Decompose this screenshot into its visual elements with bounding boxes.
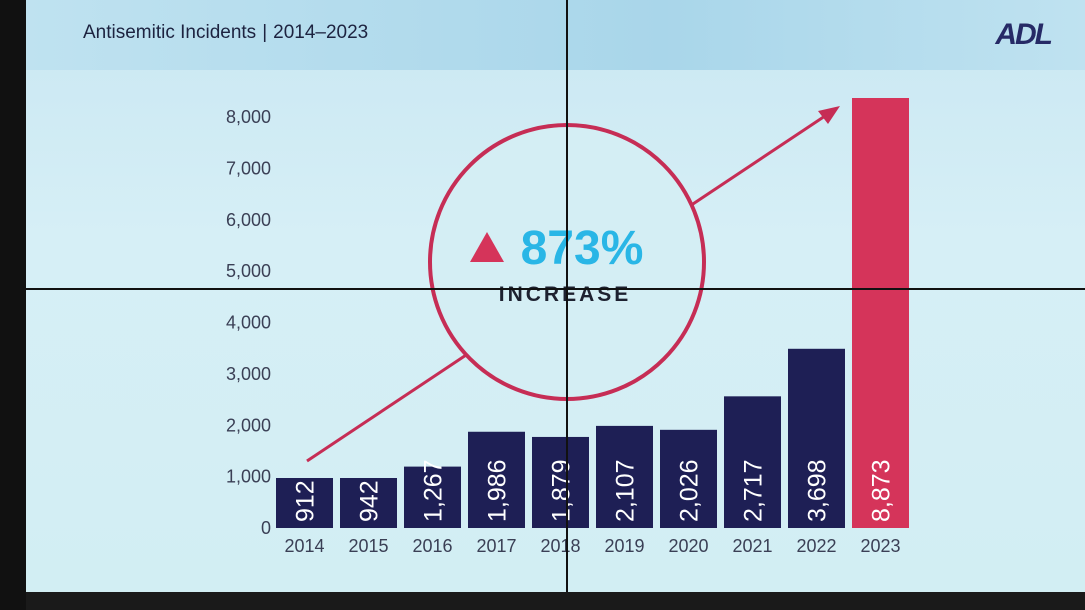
screen-bezel-left	[0, 0, 26, 610]
x-tick-label: 2023	[860, 536, 900, 556]
arrow-head-icon	[818, 106, 840, 124]
y-tick-label: 0	[261, 518, 271, 538]
chart-title: Antisemitic Incidents | 2014–2023	[83, 22, 368, 44]
bar-value-label: 1,879	[548, 459, 576, 522]
bar-2016	[404, 466, 461, 528]
bar-2014	[276, 478, 333, 528]
bar-2022	[788, 348, 845, 528]
x-tick-label: 2018	[540, 536, 580, 556]
x-tick-label: 2017	[476, 536, 516, 556]
bar-2019	[596, 425, 653, 528]
x-tick-label: 2014	[284, 536, 324, 556]
title-separator: |	[262, 22, 268, 43]
x-tick-label: 2015	[348, 536, 388, 556]
bar-value-label: 3,698	[804, 459, 832, 522]
screen-bezel-vertical	[566, 0, 568, 592]
title-years: 2014–2023	[273, 22, 369, 43]
adl-logo: ADL	[995, 18, 1053, 51]
bar-2023	[852, 98, 909, 528]
y-tick-label: 6,000	[226, 210, 271, 230]
bar-value-label: 2,026	[676, 459, 704, 522]
slide-header: Antisemitic Incidents | 2014–2023 ADL	[26, 0, 1085, 70]
bar-2020	[660, 429, 717, 528]
title-text: Antisemitic Incidents	[83, 22, 257, 43]
y-tick-label: 3,000	[226, 364, 271, 384]
screen-bezel-horizontal	[26, 288, 1085, 290]
bar-2017	[468, 431, 525, 528]
x-tick-label: 2019	[604, 536, 644, 556]
increase-label: INCREASE	[499, 283, 632, 306]
x-tick-label: 2020	[668, 536, 708, 556]
bar-value-label: 942	[356, 480, 384, 522]
bar-2015	[340, 478, 397, 528]
percent-increase: 873%	[521, 222, 644, 275]
triangle-up-icon	[470, 232, 504, 262]
y-tick-label: 2,000	[226, 415, 271, 435]
x-tick-label: 2022	[796, 536, 836, 556]
x-tick-label: 2021	[732, 536, 772, 556]
y-tick-label: 5,000	[226, 261, 271, 281]
bar-value-label: 1,986	[484, 459, 512, 522]
bar-value-label: 2,717	[740, 459, 768, 522]
x-tick-label: 2016	[412, 536, 452, 556]
y-tick-label: 4,000	[226, 313, 271, 333]
bar-value-label: 912	[292, 480, 320, 522]
bar-2021	[724, 396, 781, 528]
bar-2018	[532, 436, 589, 528]
bar-value-label: 1,267	[420, 459, 448, 522]
y-tick-label: 1,000	[226, 467, 271, 487]
y-tick-label: 7,000	[226, 158, 271, 178]
bar-value-label: 8,873	[868, 459, 896, 522]
bar-value-label: 2,107	[612, 459, 640, 522]
y-tick-label: 8,000	[226, 107, 271, 127]
